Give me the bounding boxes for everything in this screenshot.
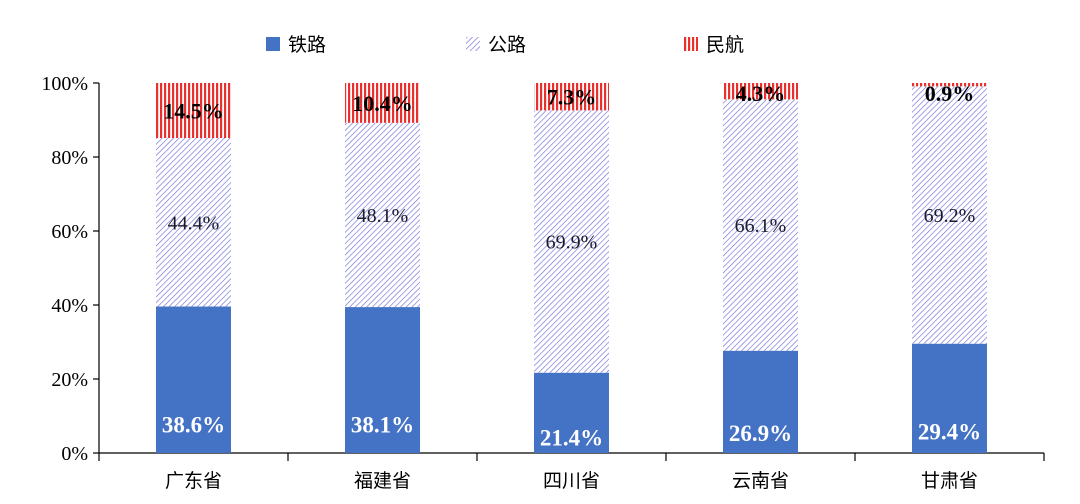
y-tick-label: 80% [51,147,88,169]
x-tick-label: 广东省 [165,470,222,492]
x-tick-label: 福建省 [354,470,411,492]
data-label-air: 7.3% [547,85,597,110]
bar-segment-air [534,83,609,111]
data-labels: 38.6% 44.4% 14.5% 38.1% 48.1% 10.4% 21.4% 69.9%… [162,81,981,450]
data-label-air: 14.5% [163,99,224,124]
data-label-rail: 26.9% [729,421,792,446]
data-label-air: 10.4% [352,91,413,116]
bar-segment-rail [912,343,987,453]
y-tick-label: 100% [41,73,88,95]
bar-segment-road [156,138,231,307]
bar-segment-air [345,83,420,123]
bar-segment-road [345,122,420,308]
x-tick-label: 四川省 [543,470,600,492]
legend: 铁路 公路 民航 [266,34,744,56]
data-label-rail: 21.4% [540,425,603,450]
y-tick-label: 40% [51,295,88,317]
y-tick-label: 60% [51,221,88,243]
data-label-road: 44.4% [168,212,220,234]
data-label-road: 48.1% [357,205,409,227]
legend-swatch-road [466,37,480,51]
data-label-rail: 38.1% [351,413,414,438]
data-label-rail: 29.4% [918,420,981,445]
y-tick-label: 0% [61,443,88,465]
bars [156,83,987,453]
legend-label-road: 公路 [488,34,526,56]
bar-segment-road [534,110,609,373]
data-label-road: 69.2% [924,205,976,227]
data-label-air: 0.9% [925,81,975,106]
data-label-rail: 38.6% [162,412,225,437]
axes: 0% 20% 40% 60% 80% 100% 广东省 福建省 四川省 云南省 甘肃省 [41,73,1045,492]
bar-segment-road [723,99,798,351]
legend-label-air: 民航 [706,34,744,56]
x-tick-label: 甘肃省 [921,470,978,492]
data-label-road: 66.1% [735,215,787,237]
bar-segment-rail [723,350,798,453]
bar-segment-rail [534,372,609,453]
legend-swatch-air [684,37,698,51]
data-label-road: 69.9% [546,232,598,254]
bar-segment-air [723,83,798,100]
legend-label-rail: 铁路 [288,34,326,56]
y-tick-label: 20% [51,369,88,391]
bar-segment-road [912,86,987,344]
bar-segment-air [156,83,231,139]
x-tick-label: 云南省 [732,470,789,492]
bar-segment-rail [156,306,231,453]
bar-segment-rail [345,307,420,453]
bar-segment-air [912,83,987,87]
legend-swatch-rail [266,37,280,51]
data-label-air: 4.3% [736,81,786,106]
